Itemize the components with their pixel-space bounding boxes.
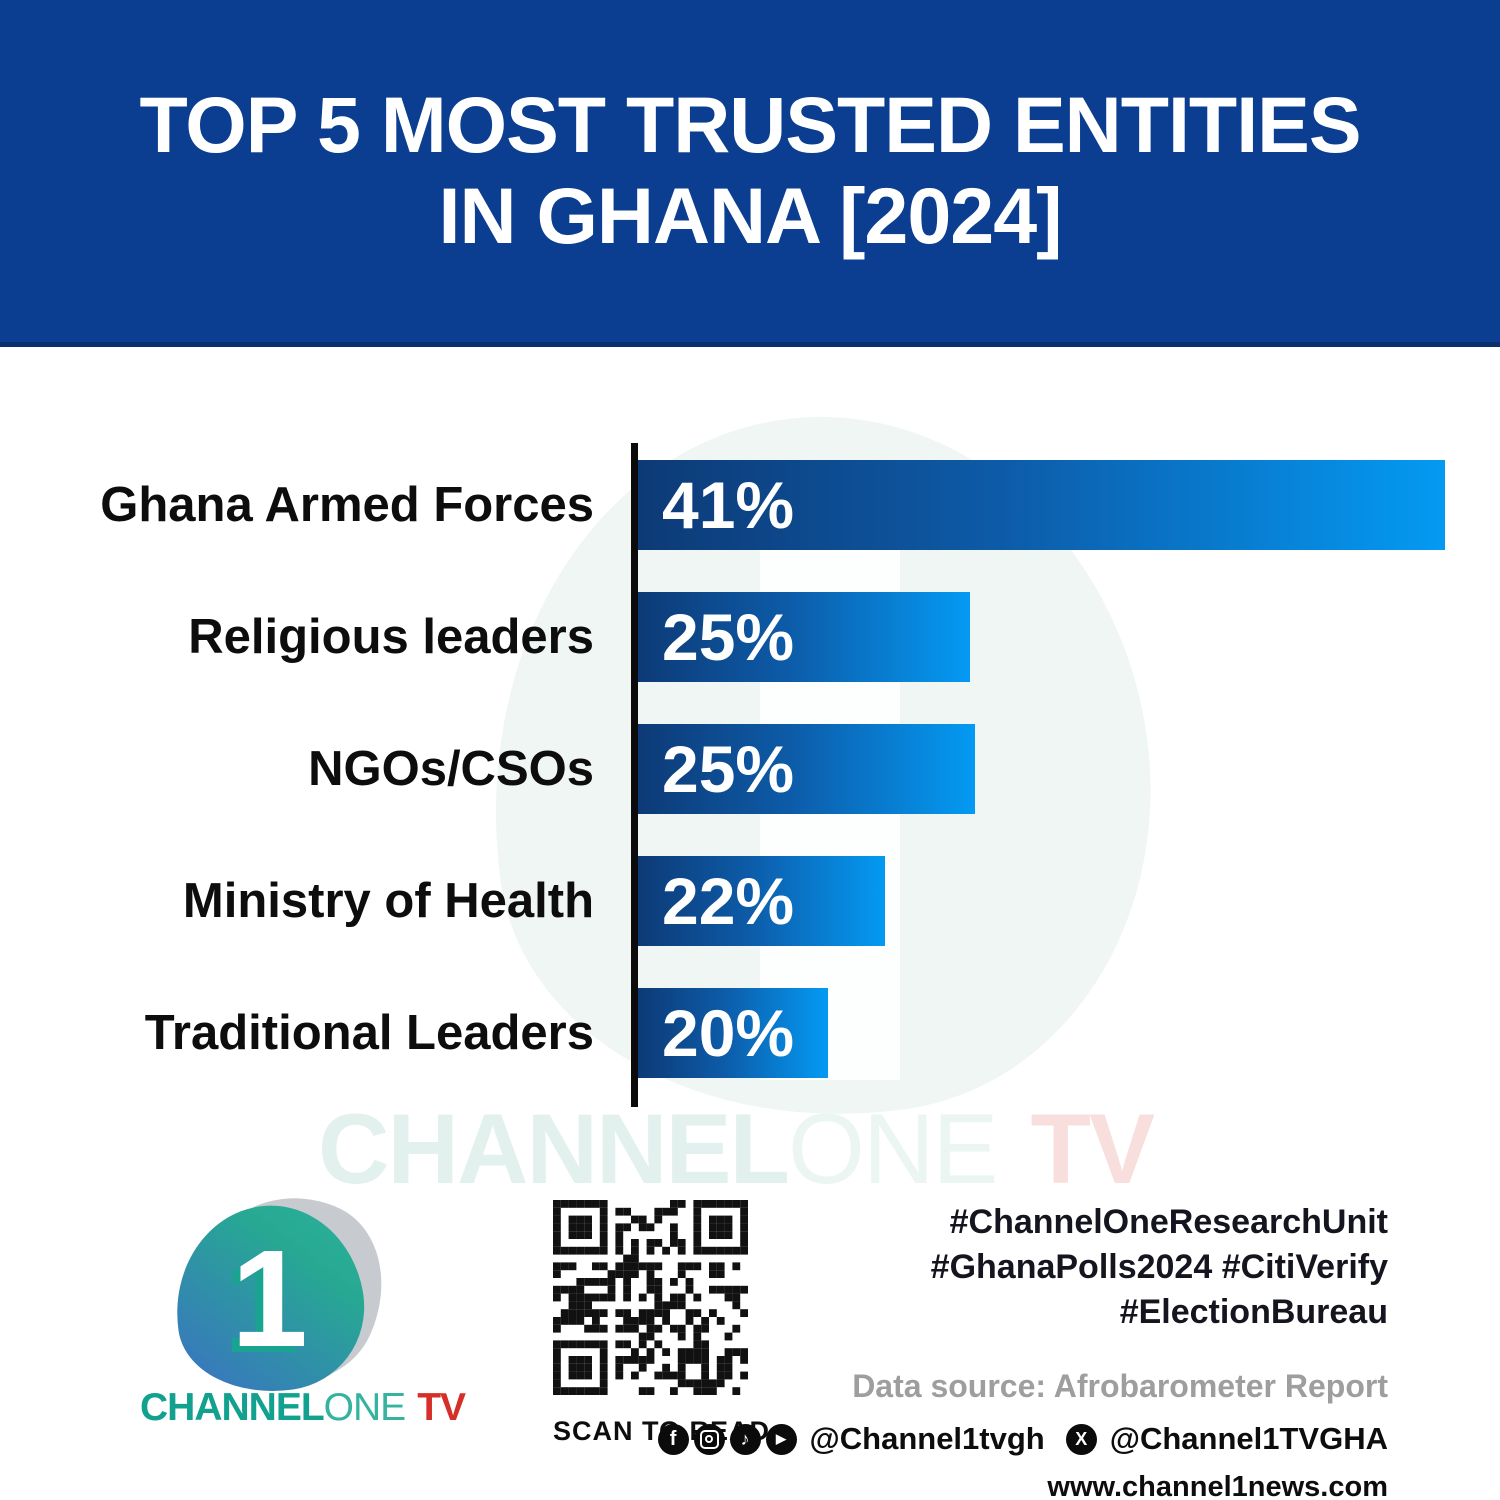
bar-2: 25% xyxy=(638,724,975,814)
instagram-icon xyxy=(693,1423,725,1455)
value-label-4: 20% xyxy=(662,996,795,1070)
value-label-1: 25% xyxy=(662,600,795,674)
bar-row-1: Religious leaders 25% xyxy=(0,592,1500,682)
bar-3: 22% xyxy=(638,856,885,946)
category-label-3: Ministry of Health xyxy=(182,874,594,928)
bar-row-4: Traditional Leaders 20% xyxy=(0,988,1500,1078)
hashtags: #ChannelOneResearchUnit #GhanaPolls2024 … xyxy=(748,1200,1388,1335)
bar-row-2: NGOs/CSOs 25% xyxy=(0,724,1500,814)
instagram-frame xyxy=(699,1429,719,1449)
chart-axis-line xyxy=(631,443,638,1107)
bar-row-0: Ghana Armed Forces 41% xyxy=(0,460,1500,550)
watermark-channel: CHANNEL xyxy=(318,1093,790,1204)
bar-1: 25% xyxy=(638,592,970,682)
category-label-0: Ghana Armed Forces xyxy=(100,478,594,532)
watermark-one: ONE xyxy=(787,1093,999,1204)
qr-code-block: SCAN TO READ xyxy=(553,1200,769,1447)
wordmark-one: ONE xyxy=(323,1386,407,1429)
wordmark-channel: CHANNEL xyxy=(140,1386,325,1429)
footer-right: #ChannelOneResearchUnit #GhanaPolls2024 … xyxy=(657,1200,1388,1500)
facebook-icon: f xyxy=(657,1423,689,1455)
bar-0: 41% xyxy=(638,460,1445,550)
category-label-1: Religious leaders xyxy=(188,610,594,664)
hashtag-line-1: #ChannelOneResearchUnit xyxy=(949,1203,1388,1241)
data-source: Data source: Afrobarometer Report xyxy=(852,1368,1388,1404)
logo-number: 1 xyxy=(230,1221,308,1376)
social-handle-main: @Channel1tvgh xyxy=(809,1421,1045,1456)
logo-wordmark: CHANNELONE TV xyxy=(140,1386,466,1430)
watermark-tv: TV xyxy=(1030,1093,1156,1204)
youtube-icon: ▶ xyxy=(765,1423,797,1455)
hashtag-line-2: #GhanaPolls2024 #CitiVerify xyxy=(930,1248,1388,1286)
value-label-0: 41% xyxy=(662,468,795,542)
page-title-line1: TOP 5 MOST TRUSTED ENTITIES xyxy=(139,80,1361,170)
bar-4: 20% xyxy=(638,988,828,1078)
bar-row-3: Ministry of Health 22% xyxy=(0,856,1500,946)
social-row: f ♪ ▶ @Channel1tvgh X @Channel1TVGHA xyxy=(657,1421,1388,1457)
x-icon: X xyxy=(1065,1423,1097,1455)
website-url: www.channel1news.com xyxy=(1047,1471,1388,1500)
watermark-channelone-tv: CHANNELONE TV xyxy=(318,1092,1156,1206)
value-label-2: 25% xyxy=(662,732,795,806)
wordmark-tv: TV xyxy=(417,1386,466,1429)
page-title-line2: IN GHANA [2024] xyxy=(438,171,1063,260)
header-banner: TOP 5 MOST TRUSTED ENTITIES IN GHANA [20… xyxy=(0,0,1500,347)
category-label-4: Traditional Leaders xyxy=(144,1006,594,1060)
hashtag-line-3: #ElectionBureau xyxy=(1119,1293,1388,1331)
qr-code xyxy=(553,1200,748,1395)
category-label-2: NGOs/CSOs xyxy=(308,742,594,796)
tiktok-icon: ♪ xyxy=(729,1423,761,1455)
social-handle-x: @Channel1TVGHA xyxy=(1109,1421,1388,1456)
value-label-3: 22% xyxy=(662,864,795,938)
